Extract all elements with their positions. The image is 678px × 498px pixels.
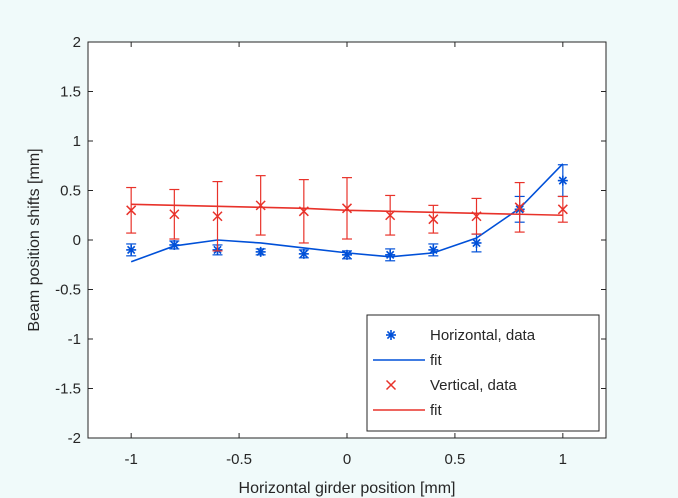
data-point (255, 200, 266, 211)
cross-stroke (385, 210, 396, 221)
data-point (342, 249, 352, 260)
series-1 (130, 163, 564, 263)
legend-cross-swatch (385, 379, 397, 391)
data-point (341, 203, 353, 214)
asterisk-stroke (127, 245, 136, 255)
data-point (126, 205, 137, 216)
fit-line (131, 203, 563, 217)
x-axis-label: Horizontal girder position [mm] (239, 480, 456, 497)
cross-stroke (514, 202, 525, 213)
data-point (385, 210, 396, 221)
data-point (212, 211, 223, 222)
x-tick-label: -0.5 (226, 451, 252, 468)
y-tick-label: -1.5 (55, 381, 81, 398)
cross-stroke (385, 379, 397, 391)
cross-stroke (212, 211, 223, 222)
cross-stroke (557, 204, 568, 215)
cross-stroke (169, 209, 180, 220)
legend-asterisk-swatch (386, 330, 396, 340)
y-tick-label: 0 (73, 232, 81, 249)
series-3 (131, 203, 563, 217)
y-tick-label: 0.5 (60, 183, 81, 200)
y-tick-label: 1 (73, 133, 81, 150)
data-point (385, 249, 396, 260)
data-point (557, 204, 568, 215)
fit-line (130, 163, 564, 263)
data-point (298, 248, 309, 259)
y-tick-label: -1 (68, 331, 81, 348)
data-point (514, 202, 525, 213)
asterisk-stroke (472, 238, 481, 248)
legend-box (366, 314, 600, 432)
data-point (428, 214, 439, 225)
x-tick-label: -1 (124, 451, 137, 468)
y-axis-label: Beam position shifts [mm] (26, 148, 43, 331)
data-point (471, 237, 482, 248)
data-point (169, 209, 180, 220)
asterisk-stroke (256, 247, 265, 257)
y-tick-label: -0.5 (55, 282, 81, 299)
data-point (255, 246, 266, 257)
x-tick-label: 0 (343, 451, 351, 468)
asterisk-stroke (386, 330, 396, 340)
y-tick-label: 2 (73, 34, 81, 51)
cross-stroke (428, 214, 439, 225)
series-2 (126, 175, 568, 252)
cross-stroke (255, 200, 266, 211)
asterisk-stroke (558, 176, 567, 185)
legend-label: Vertical, data (430, 377, 517, 394)
y-tick-label: 1.5 (60, 84, 81, 101)
data-point (557, 175, 568, 186)
asterisk-stroke (299, 249, 308, 259)
x-tick-label: 0.5 (444, 451, 465, 468)
y-tick-label: -2 (68, 430, 81, 447)
cross-stroke (126, 205, 137, 216)
chart-marks (126, 163, 568, 263)
legend-label: fit (430, 352, 443, 369)
legend: Horizontal, data fit Vertical, data fit (366, 314, 600, 432)
legend-label: Horizontal, data (430, 327, 536, 344)
x-tick-label: 1 (559, 451, 567, 468)
axis-ticks: -1 -0.5 0 0.5 1 -2 -1.5 -1 -0.5 0 0.5 1 1.5 2 (55, 34, 606, 468)
legend-label: fit (430, 402, 443, 419)
cross-stroke (341, 203, 353, 214)
data-point (126, 244, 137, 255)
